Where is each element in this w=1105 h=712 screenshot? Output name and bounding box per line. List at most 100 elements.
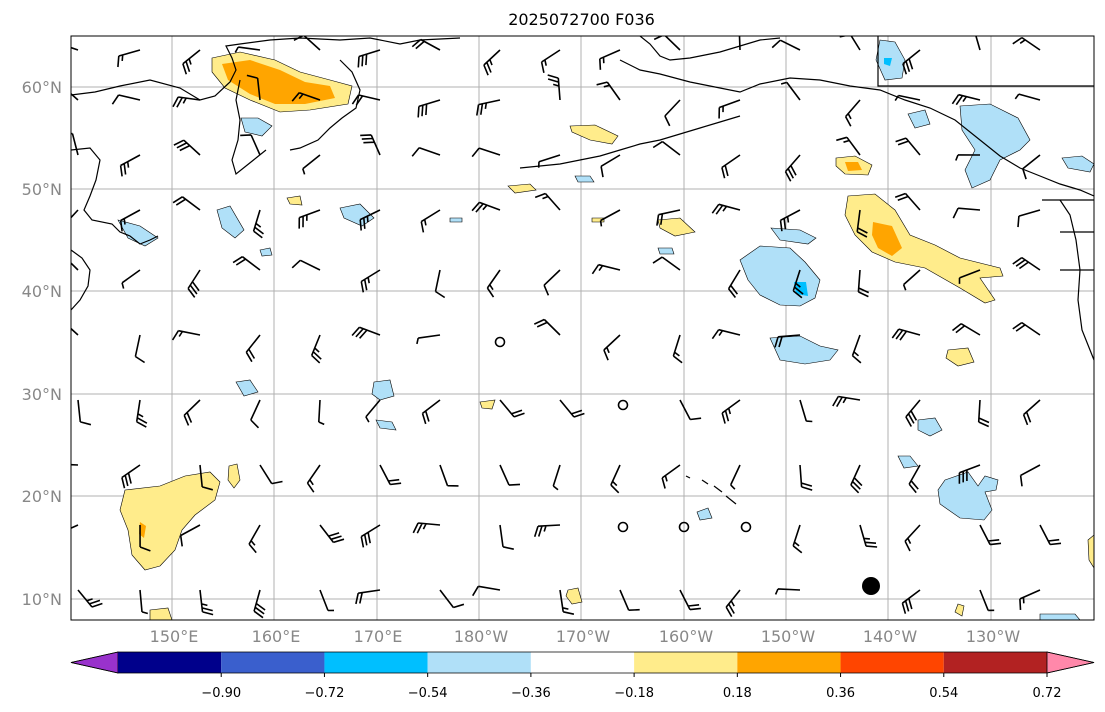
wind-barb: [721, 399, 741, 424]
wind-barb: [891, 328, 921, 341]
contour-negative-small-m: [937, 471, 999, 521]
wind-barb: [533, 318, 561, 336]
colorbar-swatch: [840, 652, 944, 673]
wind-barb: [121, 464, 141, 489]
tropical-cyclone-marker: [862, 577, 880, 595]
wind-barb: [306, 464, 321, 493]
wind-barb: [411, 147, 441, 157]
wind-barb: [895, 137, 921, 156]
wind-barb: [291, 259, 321, 271]
wind-barb: [471, 201, 501, 213]
wind-barb: [596, 81, 621, 101]
wind-barb: [780, 81, 801, 101]
contour-positive-small-7: [945, 347, 975, 367]
contour-negative-small-a: [907, 109, 931, 129]
contour-negative-small-o: [657, 247, 675, 255]
wind-barb: [656, 209, 681, 226]
latitude-labels: 10°N 20°N 30°N 40°N 50°N 60°N: [22, 78, 62, 609]
wind-barb: [183, 399, 201, 426]
wind-barb: [901, 589, 921, 614]
wind-barb: [71, 132, 79, 156]
colorbar-tick-label: −0.72: [305, 686, 345, 701]
contour-positive-small-3: [286, 195, 303, 206]
wind-barb: [71, 209, 79, 219]
wind-barb: [1012, 36, 1041, 51]
wind-barb: [172, 196, 201, 211]
contour-negative-small-l: [897, 455, 919, 469]
wind-barb: [534, 192, 561, 211]
colorbar-tick-label: −0.36: [511, 686, 551, 701]
wind-barb: [119, 209, 141, 232]
contour-positive-ne-pacific-core: [872, 222, 902, 256]
wind-barb: [351, 94, 381, 106]
wind-barb: [351, 326, 381, 339]
wind-barb: [905, 399, 921, 427]
lat-label: 40°N: [22, 282, 62, 301]
wind-barb: [619, 589, 640, 611]
lon-label: 180°W: [454, 627, 509, 646]
colorbar-swatch: [634, 652, 738, 673]
wind-barb: [851, 334, 862, 364]
lon-label: 170°W: [556, 627, 611, 646]
contour-negative-small-i: [371, 379, 395, 401]
wind-barb: [547, 74, 561, 101]
wind-barb: [537, 154, 561, 168]
wind-barb: [117, 49, 141, 68]
contour-negative-alaska-core: [884, 58, 892, 66]
wind-barb: [711, 328, 741, 340]
colorbar-tick-label: 0.18: [723, 686, 752, 701]
wind-barb: [543, 269, 561, 296]
lon-label: 160°W: [659, 627, 714, 646]
wind-barb: [1012, 256, 1041, 271]
wind-barb: [355, 589, 381, 605]
wind-barb: [379, 464, 402, 486]
wind-barb: [859, 524, 878, 548]
contour-negative-small-g: [769, 335, 839, 365]
wind-barb: [1014, 93, 1041, 101]
colorbar-swatch: [221, 652, 325, 673]
wind-barb: [540, 49, 561, 73]
wind-barb: [718, 99, 741, 119]
wind-barb: [1022, 399, 1041, 426]
wind-barb: [135, 399, 148, 428]
wind-barb: [951, 93, 981, 106]
wind-barb: [721, 154, 741, 179]
coastlines: [71, 36, 1094, 505]
wind-barb: [302, 154, 321, 175]
contour-negative-small-f: [770, 227, 817, 245]
lat-label: 60°N: [22, 78, 62, 97]
wind-barb: [955, 154, 981, 161]
wind-barb: [902, 269, 921, 291]
wind-barb: [857, 269, 870, 298]
wind-barb: [134, 334, 146, 364]
wind-barb: [232, 256, 261, 271]
wind-barb: [727, 269, 741, 298]
wind-barb: [416, 334, 441, 345]
wind-barb: [1019, 464, 1041, 487]
colorbar-swatch: [737, 652, 841, 673]
wind-barb: [472, 585, 501, 597]
wind-barb: [319, 589, 335, 612]
wind-barb: [652, 140, 681, 156]
wind-barb: [111, 94, 141, 105]
wind-barb: [77, 589, 103, 608]
wind-barb: [187, 269, 201, 298]
wind-barb: [958, 464, 981, 484]
colorbar-labels: −0.90 −0.72 −0.54 −0.36 −0.18 0.18 0.36 0.54 0.7…: [201, 673, 1062, 701]
contour-positive-small-8: [479, 399, 496, 410]
lat-label: 30°N: [22, 385, 62, 404]
wind-barb: [182, 49, 201, 75]
wind-barb: [1022, 154, 1041, 180]
wind-barb: [979, 589, 995, 612]
wind-barb: [359, 209, 381, 231]
wind-barb: [77, 399, 92, 426]
wind-barb: [975, 36, 981, 51]
contour-positive-small-2: [507, 183, 537, 194]
wind-barb: [71, 262, 79, 271]
colorbar-tick-label: 0.72: [1033, 686, 1062, 701]
longitude-labels: 150°E 160°E 170°E 180°W 170°W 160°W 150°…: [150, 627, 1021, 646]
wind-barb: [711, 203, 741, 215]
contour-negative-small-h: [235, 379, 259, 397]
wind-barb: [672, 334, 683, 364]
wind-barb: [599, 49, 621, 70]
